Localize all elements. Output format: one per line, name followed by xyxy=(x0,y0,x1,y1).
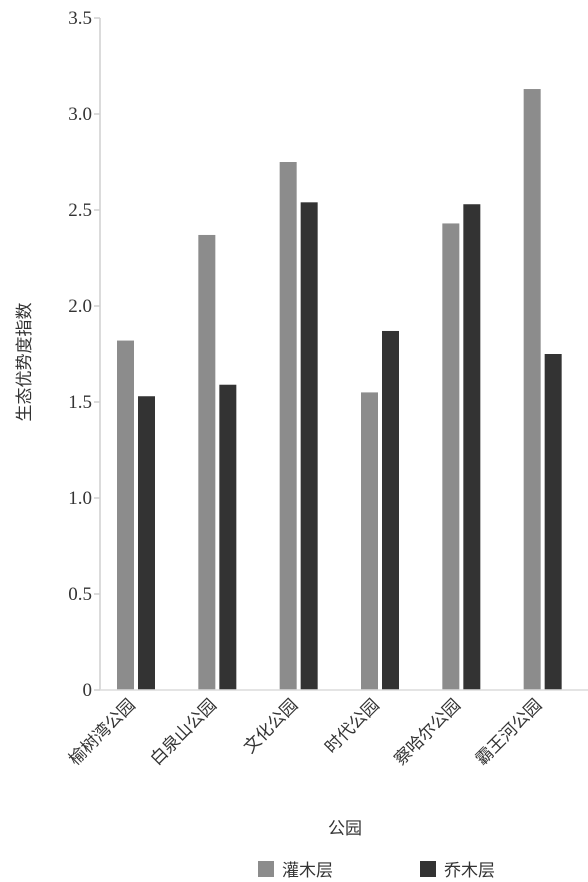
x-tick-label: 察哈尔公园 xyxy=(391,695,465,769)
y-tick-label: 0.5 xyxy=(68,584,92,605)
y-tick-label: 3.5 xyxy=(68,8,92,29)
x-tick-label: 文化公园 xyxy=(240,695,302,757)
bar-tree xyxy=(138,396,155,690)
y-tick-label: 1.0 xyxy=(68,488,92,509)
bar-shrub xyxy=(361,392,378,690)
legend-label: 乔木层 xyxy=(444,861,495,881)
bar-shrub xyxy=(198,234,216,690)
y-tick-label: 2.5 xyxy=(68,200,92,221)
x-tick-label: 霸王河公园 xyxy=(472,695,546,769)
legend-label: 灌木层 xyxy=(282,861,333,881)
bar-shrub xyxy=(117,340,134,690)
y-tick-label: 2.0 xyxy=(68,296,92,317)
bar-tree xyxy=(463,204,481,691)
bar-tree xyxy=(544,354,562,690)
x-axis-title: 公园 xyxy=(328,819,362,839)
x-tick-label: 时代公园 xyxy=(321,695,383,757)
y-tick-label: 0 xyxy=(83,680,93,701)
x-axis: 榆树湾公园 白泉山公园 文化公园 时代公园 察哈尔公园 霸王河公园 xyxy=(65,689,588,770)
y-tick-label: 1.5 xyxy=(68,392,92,413)
bar-shrub xyxy=(442,223,460,690)
y-axis: 0 0.5 1.0 1.5 2.0 2.5 3.0 3.5 xyxy=(68,8,101,701)
legend: 灌木层 乔木层 xyxy=(258,861,495,881)
bars xyxy=(117,89,562,691)
legend-swatch xyxy=(258,861,274,877)
legend-swatch xyxy=(420,861,436,877)
x-tick-label: 榆树湾公园 xyxy=(65,695,139,769)
x-tick-label: 白泉山公园 xyxy=(147,695,221,769)
y-tick-label: 3.0 xyxy=(68,104,92,125)
bar-shrub xyxy=(279,162,297,690)
bar-tree xyxy=(300,202,318,690)
bar-tree xyxy=(382,330,399,690)
bar-shrub xyxy=(523,89,541,691)
bar-tree xyxy=(219,384,237,690)
y-axis-title: 生态优势度指数 xyxy=(15,303,35,422)
